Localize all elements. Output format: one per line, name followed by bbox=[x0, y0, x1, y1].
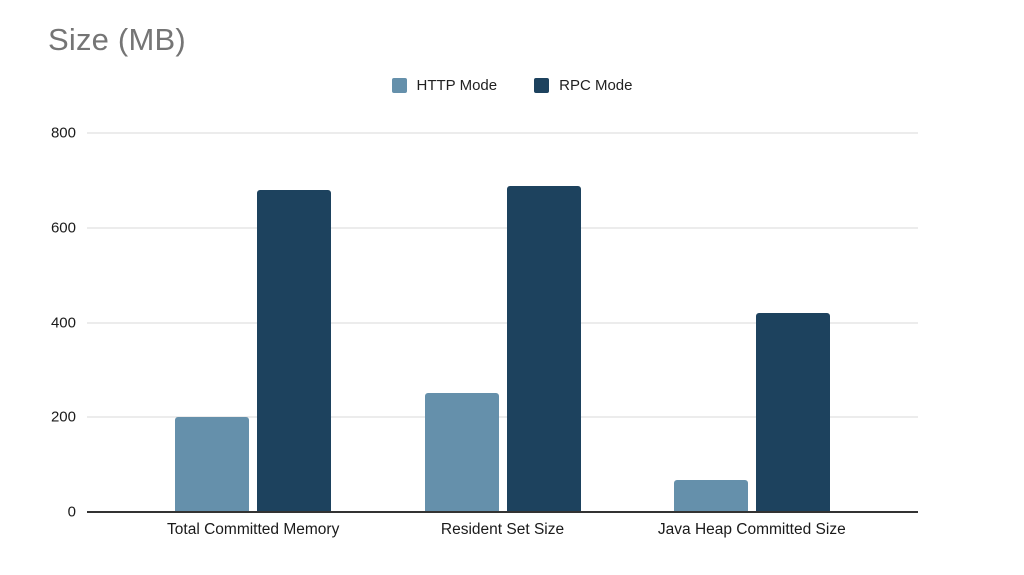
legend-label: RPC Mode bbox=[559, 77, 633, 94]
x-axis-labels: Total Committed Memory Resident Set Size J… bbox=[87, 512, 918, 552]
bar-group-1 bbox=[424, 186, 581, 512]
y-axis-tick-label-0: 0 bbox=[67, 503, 76, 521]
legend-swatch-icon bbox=[534, 78, 550, 93]
bar-rpc-mode-1 bbox=[506, 186, 581, 512]
legend-label: HTTP Mode bbox=[416, 77, 498, 94]
x-axis-category-label-0: Total Committed Memory bbox=[167, 521, 340, 538]
bar-http-mode-1 bbox=[424, 393, 499, 512]
legend-swatch-icon bbox=[391, 78, 407, 93]
legend-item-rpc-mode: RPC Mode bbox=[534, 77, 632, 94]
x-axis-category-label-1: Resident Set Size bbox=[440, 521, 565, 538]
bar-rpc-mode-2 bbox=[755, 313, 830, 512]
legend: HTTP Mode RPC Mode bbox=[0, 77, 1024, 94]
gridline-600 bbox=[87, 227, 918, 229]
legend-item-http-mode: HTTP Mode bbox=[391, 77, 498, 94]
x-axis-line bbox=[87, 511, 918, 513]
y-axis-tick-label-800: 800 bbox=[50, 124, 76, 142]
bar-http-mode-2 bbox=[673, 480, 748, 512]
x-axis-category-label-2: Java Heap Committed Size bbox=[657, 521, 846, 538]
chart-title: Size (MB) bbox=[48, 22, 186, 57]
bar-group-0 bbox=[175, 190, 332, 512]
bar-rpc-mode-0 bbox=[257, 190, 332, 512]
gridline-400 bbox=[87, 322, 918, 323]
plot-area bbox=[87, 132, 918, 513]
y-axis-tick-label-600: 600 bbox=[50, 219, 76, 237]
bar-group-2 bbox=[673, 313, 830, 512]
gridline-200 bbox=[87, 416, 918, 418]
y-axis-tick-label-400: 400 bbox=[50, 314, 76, 331]
gridline-800 bbox=[87, 132, 918, 134]
y-axis-tick-label-200: 200 bbox=[50, 408, 76, 426]
bar-http-mode-0 bbox=[175, 417, 250, 512]
